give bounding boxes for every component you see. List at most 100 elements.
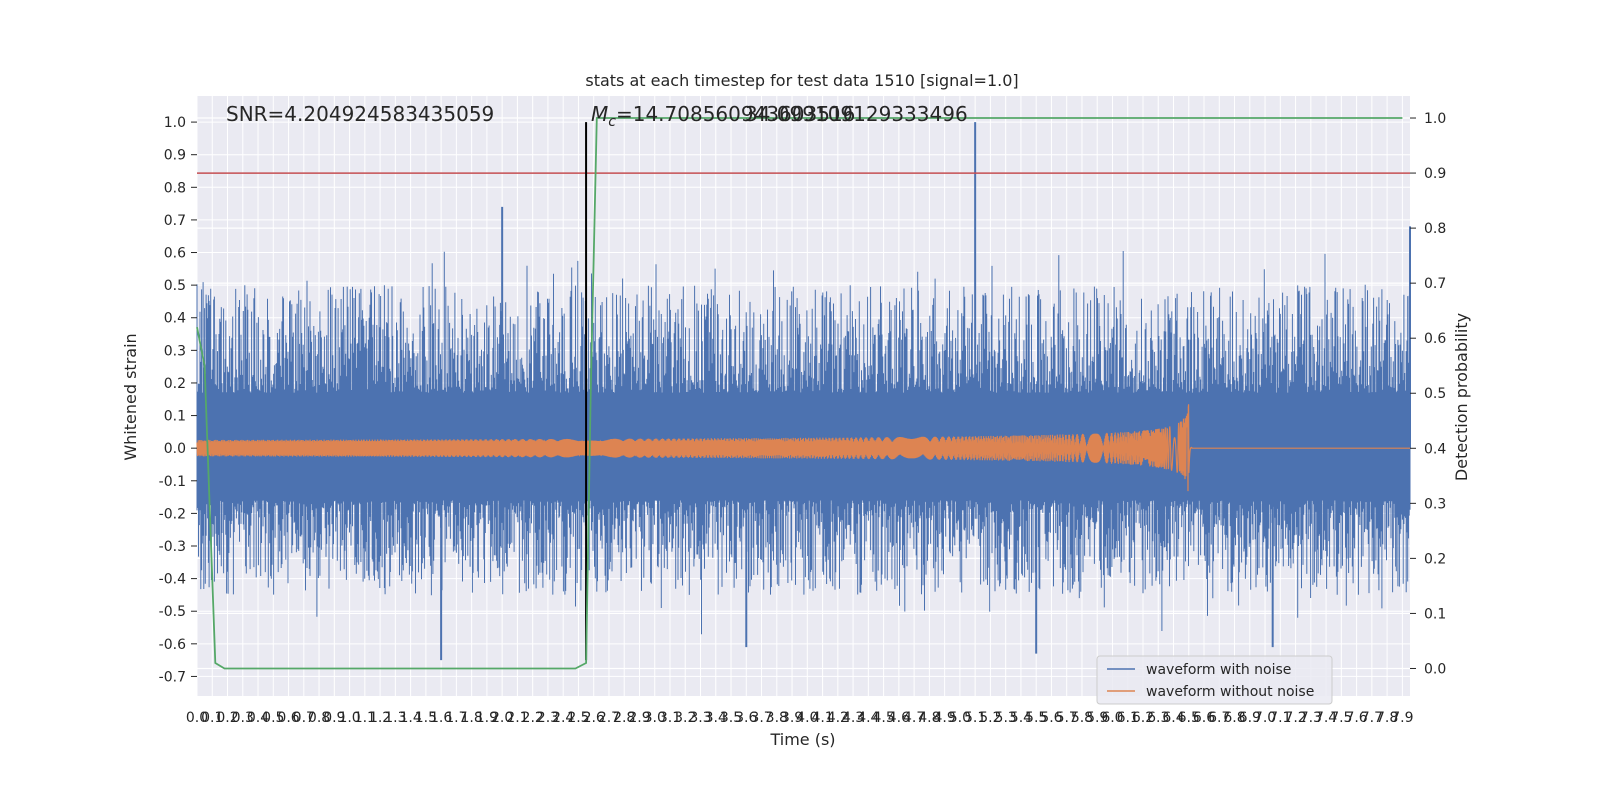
x-tick-label: 4.3 xyxy=(842,710,864,726)
x-tick-label: 2.0 xyxy=(491,710,513,726)
y-tick-label: -0.2 xyxy=(159,506,186,522)
detection-probability-line xyxy=(196,117,1403,670)
x-tick-label: 0.0 xyxy=(186,710,208,726)
chirp-mass-subscript: c xyxy=(608,114,616,130)
x-tick-label: 4.9 xyxy=(934,710,956,726)
chirp-mass-value-1: =14.708560943603516 xyxy=(616,102,855,126)
x-tick-label: 0.3 xyxy=(232,710,254,726)
x-tick-label: 1.3 xyxy=(384,710,406,726)
x-tick-label: 6.7 xyxy=(1208,710,1230,726)
snr-annotation: SNR=4.204924583435059 xyxy=(226,102,494,126)
x-tick-label: 2.8 xyxy=(613,710,635,726)
x-tick-label: 0.9 xyxy=(323,710,345,726)
x-tick-label: 2.3 xyxy=(537,710,559,726)
x-tick-label: 6.0 xyxy=(1101,710,1123,726)
x-tick-label: 0.8 xyxy=(308,710,330,726)
y-tick-label: 0.6 xyxy=(164,246,186,262)
y-tick-label: 0.0 xyxy=(164,441,186,457)
y-tick-label: -0.5 xyxy=(159,604,186,620)
y2-tick-label: 0.0 xyxy=(1424,661,1446,677)
y-tick-label: 0.8 xyxy=(164,180,186,196)
x-tick-label: 2.7 xyxy=(598,710,620,726)
x-tick-label: 5.5 xyxy=(1025,710,1047,726)
x-tick-label: 3.7 xyxy=(750,710,772,726)
y2-tick-label: 0.4 xyxy=(1424,441,1446,457)
x-tick-label: 3.6 xyxy=(735,710,757,726)
x-tick-label: 0.1 xyxy=(201,710,223,726)
x-tick-label: 1.9 xyxy=(476,710,498,726)
x-tick-label: 3.9 xyxy=(781,710,803,726)
x-tick-label: 3.0 xyxy=(644,710,666,726)
legend-label-clean: waveform without noise xyxy=(1146,684,1314,700)
x-tick-label: 7.7 xyxy=(1361,710,1383,726)
x-tick-label: 0.6 xyxy=(277,710,299,726)
y2-tick-label: 1.0 xyxy=(1424,111,1446,127)
y-tick-label: 0.3 xyxy=(164,343,186,359)
x-tick-label: 0.7 xyxy=(293,710,315,726)
axes: -0.7-0.6-0.5-0.4-0.3-0.2-0.10.00.10.20.3… xyxy=(159,111,1447,726)
y2-tick-label: 0.5 xyxy=(1424,386,1446,402)
y-tick-label: 0.9 xyxy=(164,148,186,164)
y2-axis-label: Detection probability xyxy=(1452,313,1471,481)
y-tick-label: 0.2 xyxy=(164,376,186,392)
x-tick-label: 6.3 xyxy=(1147,710,1169,726)
x-tick-label: 0.4 xyxy=(247,710,269,726)
y-axis-label: Whitened strain xyxy=(121,333,140,460)
x-tick-label: 5.3 xyxy=(995,710,1017,726)
x-tick-label: 7.1 xyxy=(1269,710,1291,726)
x-tick-label: 4.8 xyxy=(918,710,940,726)
x-tick-label: 1.0 xyxy=(338,710,360,726)
x-tick-label: 6.4 xyxy=(1162,710,1184,726)
x-tick-label: 4.2 xyxy=(827,710,849,726)
y-tick-label: 0.5 xyxy=(164,278,186,294)
x-tick-label: 4.0 xyxy=(796,710,818,726)
x-tick-label: 6.5 xyxy=(1178,710,1200,726)
x-tick-label: 5.2 xyxy=(979,710,1001,726)
x-tick-label: 1.2 xyxy=(369,710,391,726)
y2-tick-label: 0.2 xyxy=(1424,551,1446,567)
x-tick-label: 3.5 xyxy=(720,710,742,726)
y-tick-label: 0.1 xyxy=(164,409,186,425)
x-tick-label: 1.8 xyxy=(461,710,483,726)
x-tick-label: 5.0 xyxy=(949,710,971,726)
x-tick-label: 2.1 xyxy=(506,710,528,726)
x-tick-label: 7.6 xyxy=(1345,710,1367,726)
x-tick-label: 7.9 xyxy=(1391,710,1413,726)
x-tick-label: 0.2 xyxy=(216,710,238,726)
x-tick-label: 6.6 xyxy=(1193,710,1215,726)
x-tick-label: 6.2 xyxy=(1132,710,1154,726)
y-tick-label: 0.7 xyxy=(164,213,186,229)
x-tick-label: 6.8 xyxy=(1223,710,1245,726)
x-tick-label: 3.1 xyxy=(659,710,681,726)
x-tick-label: 7.2 xyxy=(1284,710,1306,726)
x-tick-label: 2.4 xyxy=(552,710,574,726)
x-tick-label: 4.5 xyxy=(872,710,894,726)
x-tick-label: 7.0 xyxy=(1254,710,1276,726)
x-tick-label: 7.5 xyxy=(1330,710,1352,726)
chart-title: stats at each timestep for test data 151… xyxy=(585,71,1018,90)
y2-tick-label: 0.3 xyxy=(1424,496,1446,512)
x-tick-label: 5.1 xyxy=(964,710,986,726)
x-tick-label: 1.4 xyxy=(399,710,421,726)
y2-tick-label: 0.6 xyxy=(1424,331,1446,347)
x-tick-label: 3.8 xyxy=(766,710,788,726)
x-tick-label: 4.6 xyxy=(888,710,910,726)
x-tick-label: 1.1 xyxy=(354,710,376,726)
y2-tick-label: 0.1 xyxy=(1424,606,1446,622)
x-tick-label: 2.2 xyxy=(522,710,544,726)
x-tick-label: 6.9 xyxy=(1239,710,1261,726)
waveform-without-noise-line xyxy=(196,404,1410,492)
x-tick-label: 1.5 xyxy=(415,710,437,726)
y-tick-label: -0.4 xyxy=(159,572,186,588)
x-tick-label: 7.3 xyxy=(1300,710,1322,726)
x-tick-label: 2.6 xyxy=(583,710,605,726)
x-tick-label: 1.7 xyxy=(445,710,467,726)
x-tick-label: 4.4 xyxy=(857,710,879,726)
x-tick-label: 0.5 xyxy=(262,710,284,726)
y-tick-label: -0.6 xyxy=(159,637,186,653)
x-tick-label: 1.6 xyxy=(430,710,452,726)
y2-tick-label: 0.9 xyxy=(1424,166,1446,182)
x-tick-label: 5.9 xyxy=(1086,710,1108,726)
x-tick-label: 5.6 xyxy=(1040,710,1062,726)
x-tick-label: 2.5 xyxy=(567,710,589,726)
